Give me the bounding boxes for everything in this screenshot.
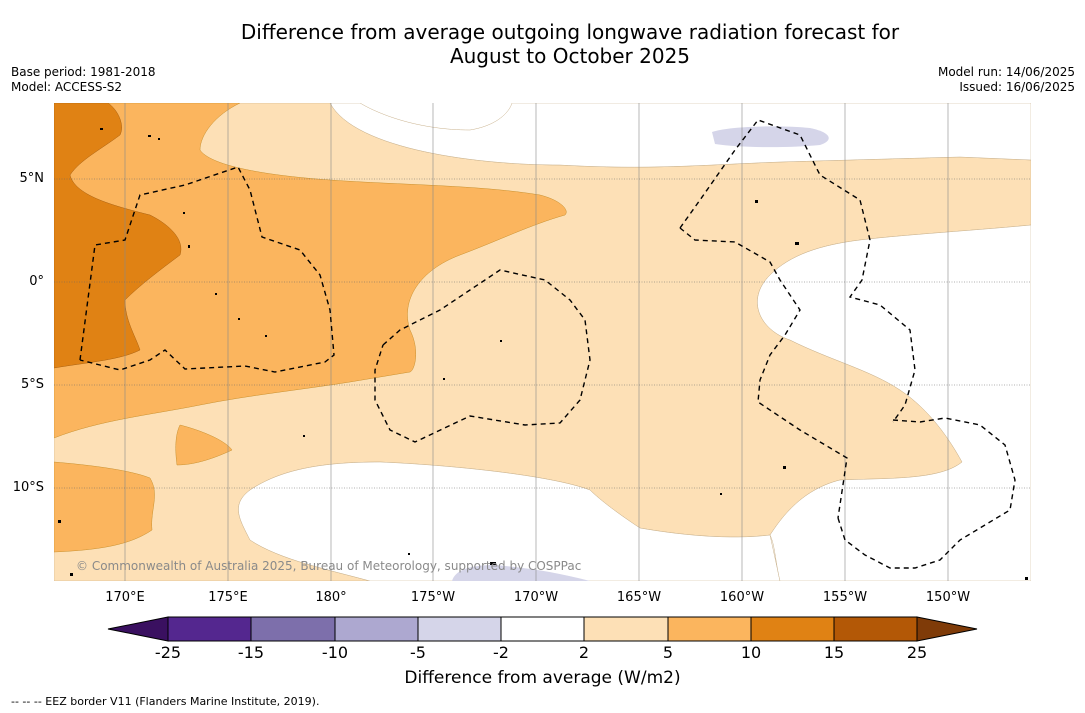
colorbar-band-p2-5 [583, 616, 669, 642]
colorbar-tick: -10 [321, 643, 349, 662]
colorbar-tick: 5 [662, 643, 674, 662]
eez-border-cook [679, 227, 848, 519]
colorbar-band-n2-2 [500, 616, 585, 642]
model-name: Model: ACCESS-S2 [11, 80, 123, 94]
lon-label-170w: 170°W [513, 590, 559, 605]
lat-label-5n: 5°N [19, 171, 45, 186]
colorbar-band-n10-5 [334, 616, 419, 642]
lat-gridlines [54, 178, 1031, 489]
colorbar-tick: 2 [578, 643, 590, 662]
anomaly-region-neutral-east [757, 224, 1031, 581]
issued-date: Issued: 16/06/2025 [959, 80, 1075, 94]
colorbar-band-p15-25 [833, 616, 918, 642]
eez-border-french-polynesia [837, 417, 1016, 569]
meta-left: Base period: 1981-2018 Model: ACCESS-S2 [11, 65, 156, 95]
lon-label-175e: 175°E [208, 590, 248, 605]
colorbar-band-n25-15 [167, 616, 252, 642]
lon-label-155w: 155°W [822, 590, 868, 605]
base-period: Base period: 1981-2018 [11, 65, 156, 79]
gridlines [124, 103, 949, 581]
anomaly-region-10-15 [54, 103, 182, 369]
lon-label-175w: 175°W [410, 590, 456, 605]
colorbar-tick: 25 [906, 643, 928, 662]
lat-label-10s: 10°S [12, 480, 44, 495]
colorbar-under-arrow [107, 616, 169, 642]
title-line-1: Difference from average outgoing longwav… [240, 20, 900, 44]
map-area [54, 103, 1031, 581]
copyright-text: © Commonwealth of Australia 2025, Bureau… [76, 559, 582, 573]
map-title: Difference from average outgoing longwav… [0, 20, 1085, 68]
lon-label-160w: 160°W [719, 590, 765, 605]
meta-right: Model run: 14/06/2025 Issued: 16/06/2025 [938, 65, 1075, 95]
lon-label-150w: 150°W [925, 590, 971, 605]
title-line-2: August to October 2025 [449, 44, 691, 68]
colorbar-band-n5-2 [417, 616, 502, 642]
lon-label-165w: 165°W [616, 590, 662, 605]
colorbar-band-p10-15 [750, 616, 835, 642]
anomaly-region-neg-5-2-north [712, 126, 829, 148]
eez-borders [79, 119, 1016, 569]
colorbar-title: Difference from average (W/m2) [404, 668, 681, 688]
colorbar-tick: -25 [154, 643, 182, 662]
colorbar-tick: -5 [410, 643, 426, 662]
eez-border-tuvalu-kiribati [79, 166, 335, 373]
anomaly-region-neutral-north [329, 103, 1031, 168]
colorbar-tick: 15 [823, 643, 845, 662]
anomaly-region-neutral-top [330, 103, 512, 129]
colorbar-tick: 10 [740, 643, 762, 662]
lat-label-5s: 5°S [20, 377, 44, 392]
eez-border-line-islands [679, 119, 916, 423]
colorbar [107, 616, 978, 642]
colorbar-band-n15-10 [250, 616, 336, 642]
colorbar-over-arrow [916, 616, 978, 642]
anomaly-region-5-10-patch [175, 424, 233, 466]
lon-label-170e: 170°E [105, 590, 145, 605]
lon-label-180: 180° [315, 590, 347, 605]
colorbar-tick: -15 [237, 643, 265, 662]
lat-label-0: 0° [29, 274, 44, 289]
anomaly-region-neg-5-2-south [452, 565, 590, 581]
anomaly-region-5-10-southwest [54, 461, 155, 553]
eez-footnote: -- -- -- EEZ border V11 (Flanders Marine… [11, 695, 320, 708]
islands [58, 128, 1028, 580]
model-run: Model run: 14/06/2025 [937, 65, 1075, 79]
colorbar-band-p5-10 [667, 616, 752, 642]
colorbar-tick: -2 [493, 643, 509, 662]
anomaly-region-5-10 [54, 103, 567, 439]
